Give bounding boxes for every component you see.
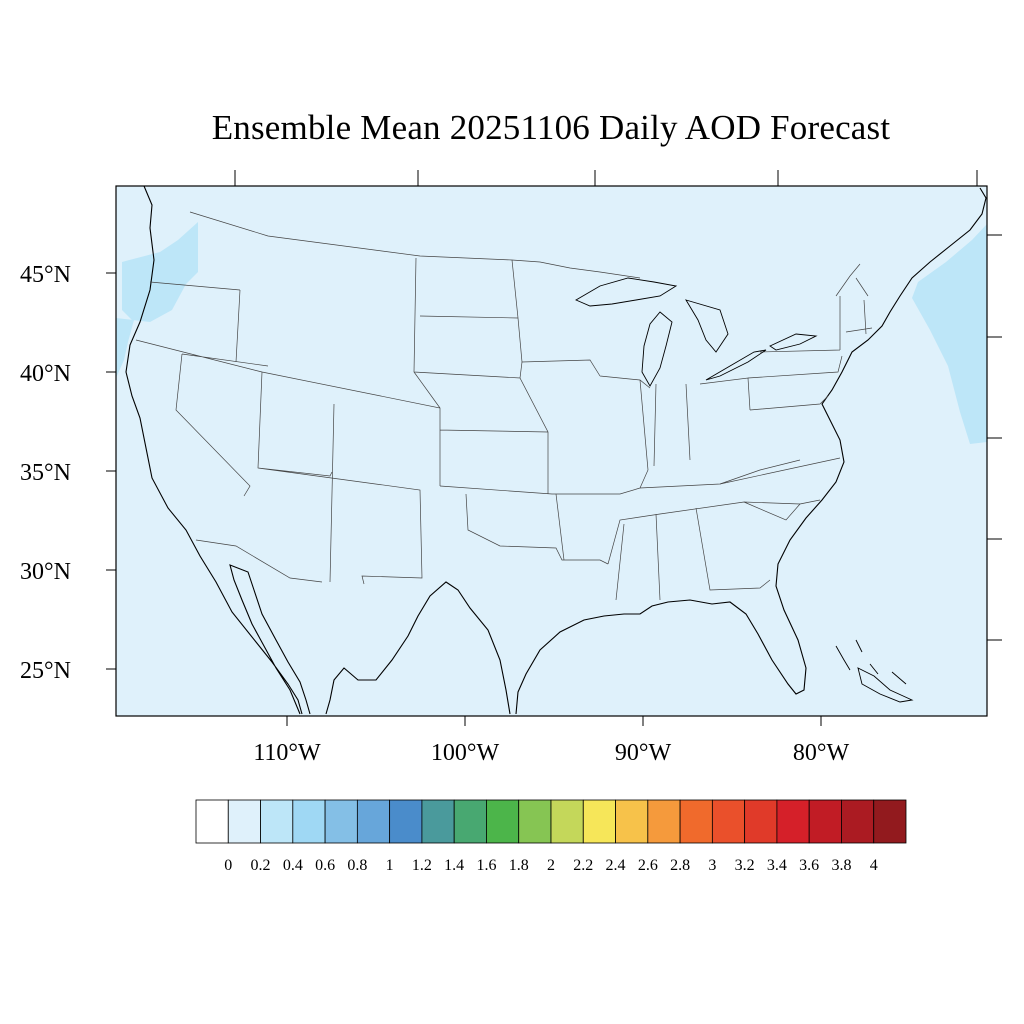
colorbar-tick-labels: 0 0.2 0.4 0.6 0.8 1 1.2 1.4 1.6 1.8 2 2.2 2.4 2.6 2.8 3… — [224, 857, 877, 874]
lat-label-30: 30°N — [20, 559, 71, 585]
axis-ticks — [106, 170, 1002, 726]
colorbar-swatch-8 — [453, 799, 487, 844]
map-background — [116, 186, 987, 716]
lake-ontario — [769, 333, 818, 351]
state-lines-west — [135, 257, 549, 585]
colorbar-swatch-10 — [518, 799, 552, 844]
map-frame — [115, 185, 988, 717]
colorbar-tick-label: 3.6 — [799, 857, 819, 874]
colorbar-tick-label: 0.6 — [315, 857, 335, 874]
lake-erie — [705, 349, 767, 381]
colorbar-swatch-21 — [873, 799, 907, 844]
colorbar-swatch-14 — [647, 799, 681, 844]
colorbar-swatch-15 — [679, 799, 713, 844]
cuba-outline — [857, 667, 914, 703]
colorbar-tick-label: 0.2 — [251, 857, 271, 874]
colorbar-swatch-12 — [582, 799, 616, 844]
colorbar-tick-label: 1 — [386, 857, 394, 874]
colorbar-tick-label: 2 — [547, 857, 555, 874]
colorbar-tick-label: 1.8 — [509, 857, 529, 874]
lon-label-90w: 90°W — [615, 740, 672, 766]
colorbar-swatch-2 — [260, 799, 294, 844]
northern-border — [189, 211, 641, 279]
great-lakes — [575, 277, 818, 387]
colorbar-swatch-3 — [292, 799, 326, 844]
colorbar — [195, 799, 907, 844]
colorbar-tick-label: 0 — [224, 857, 232, 874]
colorbar-tick-label: 3.8 — [831, 857, 851, 874]
colorbar-tick-label: 2.2 — [573, 857, 593, 874]
colorbar-tick-label: 1.6 — [476, 857, 496, 874]
colorbar-tick-label: 4 — [870, 857, 878, 874]
colorbar-tick-label: 2.8 — [670, 857, 690, 874]
colorbar-swatch-16 — [711, 799, 746, 844]
colorbar-tick-label: 3.4 — [767, 857, 787, 874]
lon-label-100w: 100°W — [431, 740, 500, 766]
aod-shading — [116, 222, 987, 444]
state-lines-east — [719, 263, 873, 521]
lake-superior — [575, 277, 678, 307]
lon-label-110w: 110°W — [253, 740, 321, 766]
colorbar-swatch-20 — [841, 799, 875, 844]
colorbar-swatch-7 — [421, 799, 455, 844]
colorbar-swatch-11 — [550, 799, 584, 844]
colorbar-tick-label: 1.2 — [412, 857, 432, 874]
state-boundaries — [135, 211, 873, 601]
lake-michigan — [641, 311, 673, 387]
lake-huron — [685, 299, 729, 353]
map-title: Ensemble Mean 20251106 Daily AOD Forecas… — [211, 108, 891, 147]
coastline — [125, 185, 987, 715]
aod-patch-oregon-coast — [116, 318, 134, 378]
colorbar-swatch-6 — [389, 799, 423, 844]
colorbar-swatch-4 — [324, 799, 358, 844]
colorbar-tick-label: 3.2 — [735, 857, 755, 874]
aod-patch-atlantic — [912, 224, 987, 444]
colorbar-swatch-13 — [615, 799, 649, 844]
colorbar-swatch-19 — [808, 799, 842, 844]
bahamas-outline — [835, 639, 907, 685]
lat-label-25: 25°N — [20, 658, 71, 684]
colorbar-tick-label: 3 — [708, 857, 716, 874]
lat-label-40: 40°N — [20, 361, 71, 387]
colorbar-tick-label: 1.4 — [444, 857, 464, 874]
lat-label-35: 35°N — [20, 460, 71, 486]
colorbar-swatch-1 — [227, 799, 261, 844]
aod-patch-pacific-northwest — [122, 222, 198, 322]
lon-label-80w: 80°W — [793, 740, 850, 766]
land-outline — [125, 185, 987, 715]
colorbar-tick-label: 0.8 — [347, 857, 367, 874]
colorbar-swatch-5 — [356, 799, 391, 844]
colorbar-swatch-18 — [776, 799, 810, 844]
colorbar-swatch-0 — [195, 799, 229, 844]
colorbar-tick-label: 2.4 — [606, 857, 626, 874]
colorbar-swatch-17 — [744, 799, 778, 844]
caribbean-islands — [835, 639, 914, 703]
lat-label-45: 45°N — [20, 262, 71, 288]
colorbar-tick-label: 0.4 — [283, 857, 303, 874]
colorbar-tick-label: 2.6 — [638, 857, 658, 874]
colorbar-swatch-9 — [486, 799, 520, 844]
